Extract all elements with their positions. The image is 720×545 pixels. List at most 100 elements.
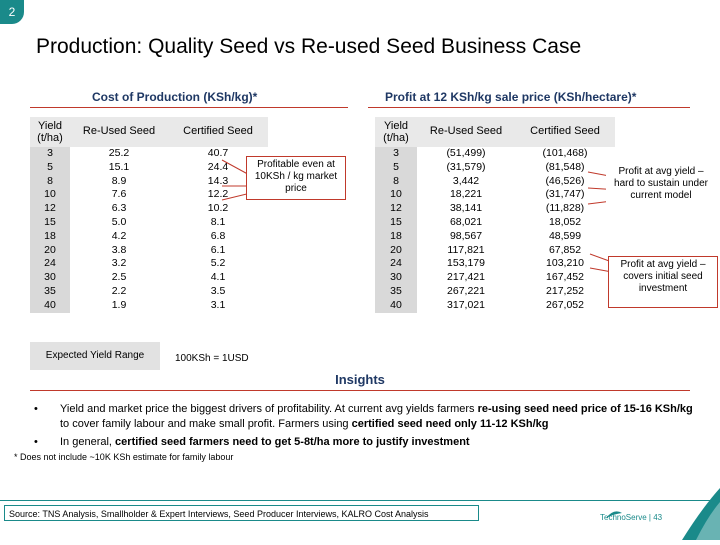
insight-bullet-2: In general, certified seed farmers need …: [60, 435, 700, 450]
certified-seed-cell: 6.1: [210, 243, 226, 256]
cost-section-underline: [30, 107, 348, 108]
reused-seed-cell: 5.0: [111, 215, 127, 228]
insight-1-part-b: re-using seed need price of 15-16 KSh/kg: [477, 403, 693, 415]
certified-seed-cell: 3.5: [210, 284, 226, 297]
brand-page-number: TechnoServe | 43: [600, 513, 663, 522]
reused-seed-cell: 38,141: [449, 202, 483, 215]
header-yield: Yield (t/ha): [383, 120, 409, 144]
certified-seed-cell: 5.2: [210, 257, 226, 270]
reused-seed-cell: 3.2: [111, 257, 127, 270]
yield-cell: 24: [375, 257, 417, 272]
yield-cell: 30: [30, 271, 70, 285]
reused-seed-cell: 2.2: [111, 284, 127, 297]
certified-seed-cell: 267,052: [546, 298, 584, 311]
certified-seed-cell: 10.2: [207, 202, 229, 215]
yield-cell: 40: [375, 298, 417, 313]
reused-seed-cell: 153,179: [447, 257, 485, 270]
insight-1-part-d: certified seed need only 11-12 KSh/kg: [351, 418, 549, 430]
reused-seed-cell: 98,567: [449, 229, 483, 242]
profit-section-heading: Profit at 12 KSh/kg sale price (KSh/hect…: [385, 90, 637, 104]
yield-cell: 8: [375, 174, 417, 189]
profit-table-header: Yield (t/ha) Re-Used Seed Certified Seed: [375, 117, 615, 147]
cost-section-heading: Cost of Production (KSh/kg)*: [92, 90, 258, 104]
certified-seed-cell: (81,548): [545, 160, 585, 173]
reused-seed-cell: 7.6: [111, 188, 127, 201]
reused-seed-cell: 2.5: [111, 271, 127, 284]
reused-seed-cell: (51,499): [446, 147, 486, 159]
yield-cell: 3: [375, 147, 417, 161]
reused-seed-cell: 68,021: [449, 215, 483, 228]
yield-cell: 5: [375, 160, 417, 175]
yield-cell: 5: [30, 160, 70, 175]
technoserve-logo: [604, 510, 674, 520]
page-title: Production: Quality Seed vs Re-used Seed…: [36, 35, 582, 58]
reused-seed-cell: (31,579): [446, 160, 486, 173]
certified-seed-cell: 103,210: [546, 257, 584, 270]
certified-seed-cell: (31,747): [545, 188, 585, 201]
yield-cell: 10: [375, 188, 417, 203]
reused-seed-cell: 15.1: [108, 160, 130, 173]
yield-cell: 35: [30, 284, 70, 299]
slide-number-badge: 2: [0, 0, 24, 24]
insights-heading: Insights: [335, 372, 385, 387]
table-row: 8 8.9 14.3: [30, 174, 268, 189]
table-row: 5 (31,579) (81,548): [375, 160, 615, 175]
footnote: * Does not include ~10K KSh estimate for…: [14, 452, 234, 462]
yield-cell: 12: [30, 202, 70, 216]
reused-seed-cell: 3,442: [452, 174, 480, 187]
insight-bullet-1: Yield and market price the biggest drive…: [60, 402, 700, 432]
certified-seed-cell: 24.4: [207, 160, 229, 173]
table-row: 30 2.5 4.1: [30, 271, 268, 285]
yield-cell: 24: [30, 257, 70, 272]
certified-seed-cell: 12.2: [207, 188, 229, 201]
profitable-callout: Profitable even at 10KSh / kg market pri…: [246, 156, 346, 200]
yield-cell: 15: [375, 215, 417, 230]
table-row: 12 38,141 (11,828): [375, 202, 615, 216]
certified-seed-cell: 67,852: [548, 243, 582, 256]
profit-callout-bottom: Profit at avg yield – covers initial see…: [608, 256, 718, 308]
certified-seed-cell: 6.8: [210, 229, 226, 242]
yield-cell: 3: [30, 147, 70, 161]
insight-1-part-a: Yield and market price the biggest drive…: [60, 403, 478, 415]
insights-underline: [30, 390, 690, 391]
bullet-marker-1: •: [34, 403, 38, 415]
reused-seed-cell: 4.2: [111, 229, 127, 242]
table-row: 35 2.2 3.5: [30, 284, 268, 299]
yield-cell: 18: [375, 229, 417, 244]
certified-seed-cell: 167,452: [546, 271, 584, 284]
reused-seed-cell: 267,221: [447, 284, 485, 297]
table-row: 8 3,442 (46,526): [375, 174, 615, 189]
insight-1-part-c: to cover family labour and make small pr…: [60, 418, 352, 430]
header-reused-seed: Re-Used Seed: [429, 125, 503, 138]
source-note: Source: TNS Analysis, Smallholder & Expe…: [4, 505, 479, 521]
table-row: 10 7.6 12.2: [30, 188, 268, 203]
table-row: 40 1.9 3.1: [30, 298, 268, 313]
leaf-icon: [606, 511, 622, 518]
certified-seed-cell: 18,052: [548, 215, 582, 228]
exchange-rate-note: 100KSh = 1USD: [175, 353, 249, 364]
profit-callout-top: Profit at avg yield – hard to sustain un…: [606, 164, 716, 210]
yield-cell: 12: [375, 202, 417, 216]
yield-cell: 20: [375, 243, 417, 258]
reused-seed-cell: 25.2: [108, 147, 130, 159]
reused-seed-cell: 1.9: [111, 298, 127, 311]
table-row: 10 18,221 (31,747): [375, 188, 615, 203]
table-row: 15 5.0 8.1: [30, 215, 268, 230]
yield-cell: 10: [30, 188, 70, 203]
yield-cell: 18: [30, 229, 70, 244]
corner-swoosh: [672, 488, 720, 540]
reused-seed-cell: 117,821: [447, 243, 485, 256]
yield-cell: 15: [30, 215, 70, 230]
table-row: 40 317,021 267,052: [375, 298, 615, 313]
reused-seed-cell: 6.3: [111, 202, 127, 215]
table-row: 30 217,421 167,452: [375, 271, 615, 285]
reused-seed-cell: 18,221: [449, 188, 483, 201]
expected-yield-range-box: Expected Yield Range: [30, 342, 160, 370]
certified-seed-cell: (11,828): [545, 202, 585, 215]
profit-table: Yield (t/ha) Re-Used Seed Certified Seed…: [375, 117, 615, 313]
yield-cell: 40: [30, 298, 70, 313]
yield-cell: 35: [375, 284, 417, 299]
reused-seed-cell: 217,421: [447, 271, 485, 284]
header-certified-seed: Certified Seed: [530, 125, 600, 138]
reused-seed-cell: 3.8: [111, 243, 127, 256]
